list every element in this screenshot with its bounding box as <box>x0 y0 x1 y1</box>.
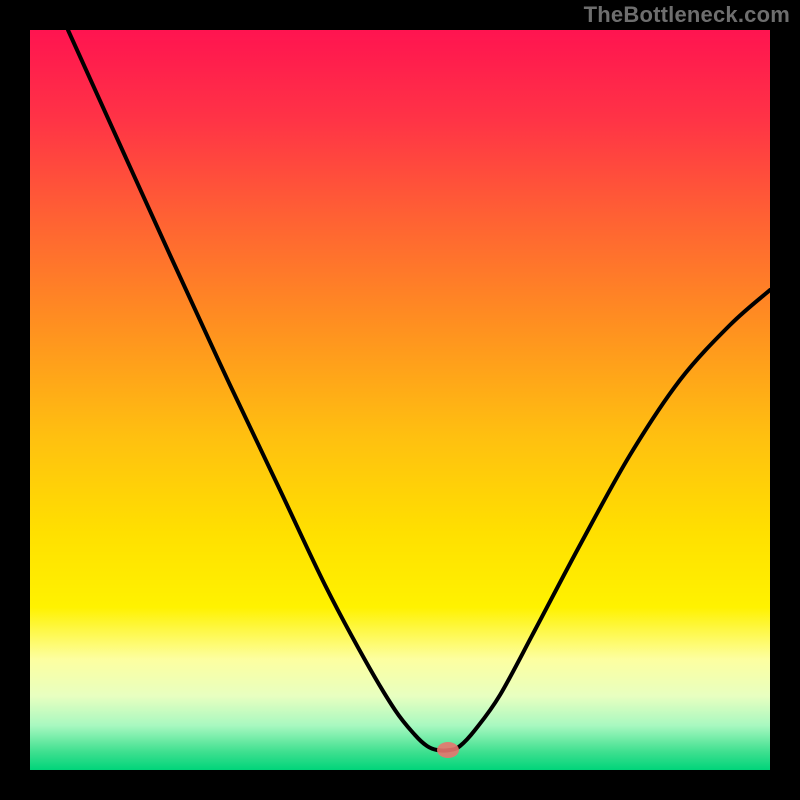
watermark-text: TheBottleneck.com <box>584 2 790 28</box>
gradient-background <box>30 30 770 770</box>
chart-container: TheBottleneck.com <box>0 0 800 800</box>
chart-svg <box>30 30 770 770</box>
apex-marker <box>437 742 459 758</box>
plot-area <box>30 30 770 770</box>
